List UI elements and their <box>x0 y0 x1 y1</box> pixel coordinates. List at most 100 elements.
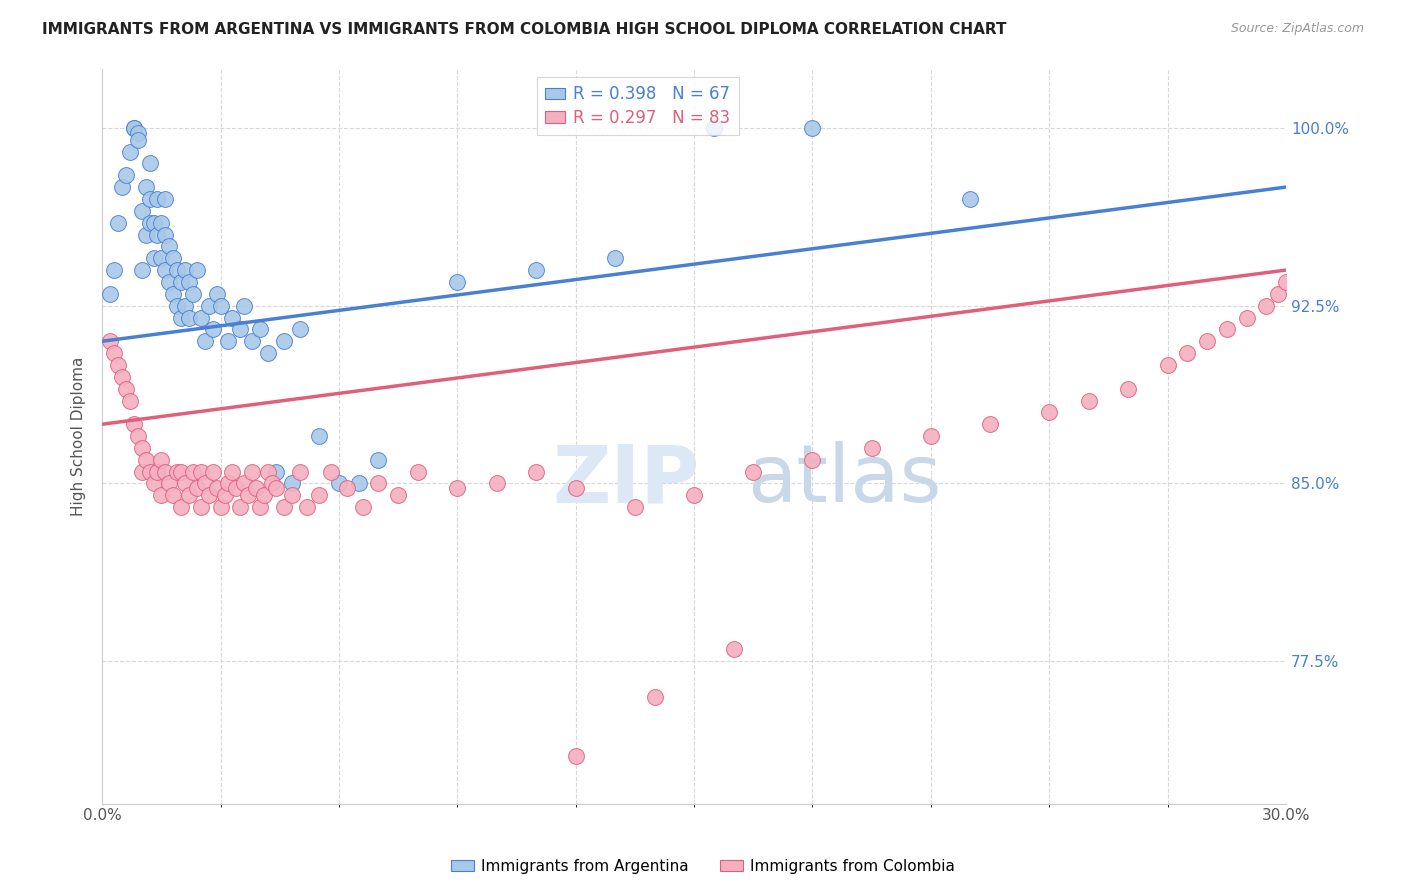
Point <box>194 334 217 349</box>
Point <box>564 481 586 495</box>
Text: IMMIGRANTS FROM ARGENTINA VS IMMIGRANTS FROM COLOMBIA HIGH SCHOOL DIPLOMA CORREL: IMMIGRANTS FROM ARGENTINA VS IMMIGRANTS … <box>42 22 1007 37</box>
Point <box>1275 275 1298 289</box>
Point <box>1038 405 1060 419</box>
Point <box>336 481 359 495</box>
Point <box>150 251 173 265</box>
Point <box>142 216 165 230</box>
Point <box>624 500 647 515</box>
Point <box>1267 286 1289 301</box>
Point <box>485 476 508 491</box>
Point <box>174 476 197 491</box>
Point <box>249 322 271 336</box>
Point <box>138 156 160 170</box>
Point <box>644 690 666 704</box>
Point <box>201 465 224 479</box>
Point <box>190 500 212 515</box>
Point <box>703 120 725 135</box>
Point <box>177 310 200 325</box>
Point <box>249 500 271 515</box>
Point <box>194 476 217 491</box>
Point <box>1236 310 1258 325</box>
Legend: Immigrants from Argentina, Immigrants from Colombia: Immigrants from Argentina, Immigrants fr… <box>444 853 962 880</box>
Point <box>214 488 236 502</box>
Point <box>142 476 165 491</box>
Point <box>253 488 276 502</box>
Point <box>801 120 824 135</box>
Text: ZIP: ZIP <box>553 442 699 519</box>
Point <box>221 465 243 479</box>
Point <box>257 465 280 479</box>
Point <box>229 322 252 336</box>
Point <box>186 263 208 277</box>
Point <box>127 133 149 147</box>
Point <box>605 251 627 265</box>
Point <box>115 168 138 182</box>
Point <box>146 227 169 242</box>
Point <box>201 322 224 336</box>
Point <box>288 322 311 336</box>
Point <box>319 465 342 479</box>
Point <box>162 488 184 502</box>
Point <box>190 310 212 325</box>
Point <box>860 441 883 455</box>
Point <box>174 299 197 313</box>
Point <box>221 310 243 325</box>
Point <box>209 299 232 313</box>
Point <box>197 488 219 502</box>
Point <box>564 749 586 764</box>
Point <box>233 476 256 491</box>
Point <box>308 429 330 443</box>
Point <box>170 500 193 515</box>
Point <box>155 227 177 242</box>
Point <box>280 476 302 491</box>
Point <box>446 275 468 289</box>
Point <box>387 488 409 502</box>
Point <box>723 642 745 657</box>
Point <box>150 488 173 502</box>
Point <box>174 263 197 277</box>
Point <box>103 263 125 277</box>
Point <box>155 192 177 206</box>
Point <box>118 145 141 159</box>
Point <box>1195 334 1218 349</box>
Point <box>118 393 141 408</box>
Point <box>135 452 157 467</box>
Point <box>150 216 173 230</box>
Point <box>1175 346 1198 360</box>
Point <box>162 251 184 265</box>
Point <box>229 500 252 515</box>
Point <box>240 334 263 349</box>
Point <box>170 275 193 289</box>
Point <box>297 500 319 515</box>
Point <box>1216 322 1239 336</box>
Point <box>238 488 260 502</box>
Point <box>1116 382 1139 396</box>
Point <box>181 286 204 301</box>
Point <box>138 465 160 479</box>
Point <box>122 417 145 432</box>
Point <box>264 465 287 479</box>
Point <box>157 275 180 289</box>
Point <box>122 120 145 135</box>
Point <box>131 441 153 455</box>
Point <box>308 488 330 502</box>
Point <box>1077 393 1099 408</box>
Point <box>218 476 240 491</box>
Point <box>127 429 149 443</box>
Point <box>959 192 981 206</box>
Point <box>135 227 157 242</box>
Point <box>155 465 177 479</box>
Point <box>98 286 121 301</box>
Point <box>170 465 193 479</box>
Point <box>135 180 157 194</box>
Point <box>162 286 184 301</box>
Point <box>524 465 547 479</box>
Point <box>103 346 125 360</box>
Point <box>146 192 169 206</box>
Point <box>181 465 204 479</box>
Point <box>264 481 287 495</box>
Point <box>233 299 256 313</box>
Point <box>205 286 228 301</box>
Point <box>197 299 219 313</box>
Point <box>155 263 177 277</box>
